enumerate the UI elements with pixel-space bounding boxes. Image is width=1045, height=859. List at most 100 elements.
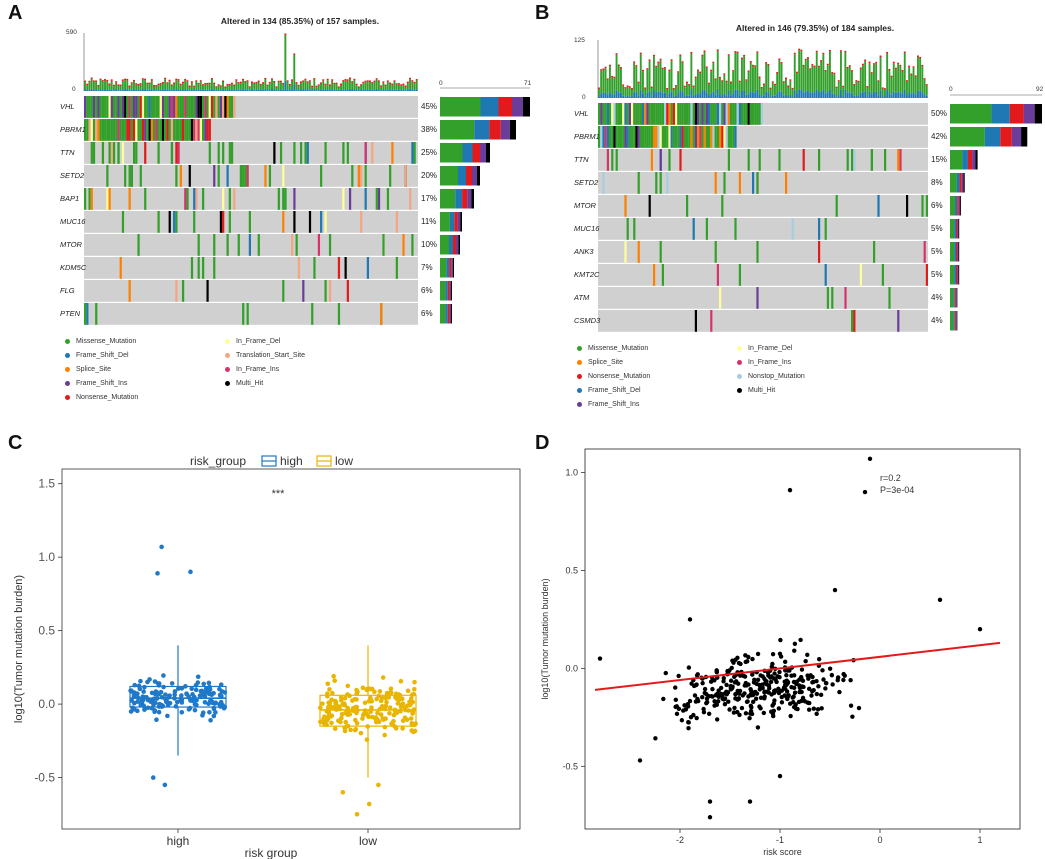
oncoplot-a-side-bar <box>458 166 466 186</box>
oncoplot-a-cell <box>128 165 131 187</box>
x-tick-label: -2 <box>676 835 684 845</box>
oncoplot-b-top-bar <box>727 90 730 98</box>
oncoplot-b-cell <box>626 103 629 125</box>
scatter-point <box>805 652 810 657</box>
oncoplot-b-cell <box>653 126 656 148</box>
scatter-point <box>722 696 728 701</box>
oncoplot-b-cell <box>738 103 741 125</box>
oncoplot-a-side-bar <box>454 212 458 232</box>
oncoplot-b-top-bar <box>754 66 757 93</box>
oncoplot-a-cell <box>320 165 323 187</box>
scatter-point <box>850 714 855 719</box>
oncoplot-b-top-bar <box>862 65 864 93</box>
oncoplot-b-top-bar <box>831 72 834 74</box>
oncoplot-b-top-bar <box>846 92 849 98</box>
oncoplot-b-top-bar <box>919 58 922 91</box>
oncoplot-a-top-bar <box>126 89 129 91</box>
oncoplot-a-percent-label: 10% <box>421 239 438 249</box>
oncoplot-b-row-bg <box>598 218 928 240</box>
oncoplot-b-cell <box>727 103 730 125</box>
oncoplot-a-cell <box>168 119 171 141</box>
scatter-point <box>772 671 777 676</box>
oncoplot-a-top-bar <box>173 82 175 85</box>
panel-label-a: A <box>8 2 23 24</box>
oncoplot-b-cell <box>897 149 900 171</box>
oncoplot-b-cell <box>635 126 638 148</box>
oncoplot-a-top-bar <box>97 86 100 91</box>
oncoplot-b-cell <box>686 126 689 148</box>
scatter-point <box>663 670 668 676</box>
oncoplot-b-cell <box>666 103 669 125</box>
oncoplot-b-top-bar <box>690 53 693 90</box>
oncoplot-b-top-bar <box>785 94 787 98</box>
oncoplot-b-cell <box>752 103 755 125</box>
scatter-point <box>848 703 854 708</box>
oncoplot-b-gene-label: ATM <box>574 292 590 302</box>
oncoplot-a-top-bar <box>197 89 200 91</box>
oncoplot-b-top-bar <box>873 92 875 98</box>
oncoplot-b-side-bar <box>950 265 955 285</box>
scatter-point <box>794 681 799 687</box>
oncoplot-b-cell <box>719 103 722 125</box>
oncoplot-a-top-bar <box>242 78 245 81</box>
scatter-point <box>798 674 804 680</box>
oncoplot-a-cell <box>135 119 138 141</box>
oncoplot-a-top-bar <box>90 77 93 80</box>
jitter-point-high <box>165 702 171 708</box>
oncoplot-a-cell <box>348 188 352 210</box>
oncoplot-a-top-bar <box>188 87 191 91</box>
oncoplot-b-top-bar <box>864 61 867 92</box>
oncoplot-a-cell <box>360 211 363 233</box>
oncoplot-b-top-bar <box>769 87 772 90</box>
oncoplot-b-top-bar <box>782 95 785 98</box>
oncoplot-b-top-bar <box>765 91 768 98</box>
oncoplot-b-title: Altered in 146 (79.35%) of 184 samples. <box>735 23 895 33</box>
scatter-point <box>754 681 759 687</box>
oncoplot-a-top-bar <box>197 82 200 85</box>
oncoplot-b-top-bar <box>787 96 790 98</box>
oncoplot-b-top-bar <box>679 90 682 98</box>
oncoplot-b-top-bar <box>703 89 706 98</box>
oncoplot-b-cell <box>637 103 640 125</box>
scatter-point <box>937 597 943 603</box>
oncoplot-a-cell <box>324 280 327 302</box>
oncoplot-a-legend-item: Translation_Start_Site <box>225 352 305 359</box>
jitter-point-low <box>327 687 332 692</box>
oncoplot-b-top-bar <box>686 83 688 96</box>
x-tick-label: low <box>359 834 377 848</box>
oncoplot-a-cell <box>146 96 149 118</box>
oncoplot-b-top-bar <box>677 93 680 98</box>
jitter-point-low <box>360 685 366 691</box>
oncoplot-a-top-bar <box>386 81 389 90</box>
oncoplot-a-cell <box>141 119 145 141</box>
oncoplot-b-top-bar <box>734 52 737 90</box>
oncoplot-b-top-bar <box>851 71 853 94</box>
oncoplot-b-top-bar <box>642 93 644 98</box>
jitter-point-low <box>377 689 383 694</box>
oncoplot-b-top-bar <box>749 61 752 63</box>
oncoplot-a-top-bar <box>228 83 231 86</box>
scatter-point <box>830 682 835 687</box>
oncoplot-a-cell <box>248 234 251 256</box>
oncoplot-b-cell <box>666 172 669 194</box>
oncoplot-a-top-bar <box>311 85 314 88</box>
oncoplot-a-top-bar <box>251 89 253 91</box>
oncoplot-a-top-bar <box>415 79 418 81</box>
oncoplot-a-top-bar <box>342 81 345 90</box>
scatter-point <box>837 689 842 695</box>
jitter-point-low <box>388 686 394 692</box>
jitter-point-low <box>396 697 402 703</box>
oncoplot-a-cell <box>244 165 247 187</box>
oncoplot-b-cell <box>675 103 678 125</box>
oncoplot-b-top-bar <box>644 96 647 98</box>
jitter-point-high <box>211 705 217 711</box>
oncoplot-b-top-bar <box>833 72 836 75</box>
oncoplot-a-top-bar <box>277 89 280 91</box>
oncoplot-a-cell <box>179 165 182 187</box>
oncoplot-b-cell <box>644 103 647 125</box>
oncoplot-a-cell <box>148 96 151 118</box>
oncoplot-b-side-bar <box>954 265 956 285</box>
oncoplot-a-top-bar <box>86 83 89 86</box>
oncoplot-b-cell <box>719 287 722 309</box>
oncoplot-b-gene-label: TTN <box>574 154 589 164</box>
